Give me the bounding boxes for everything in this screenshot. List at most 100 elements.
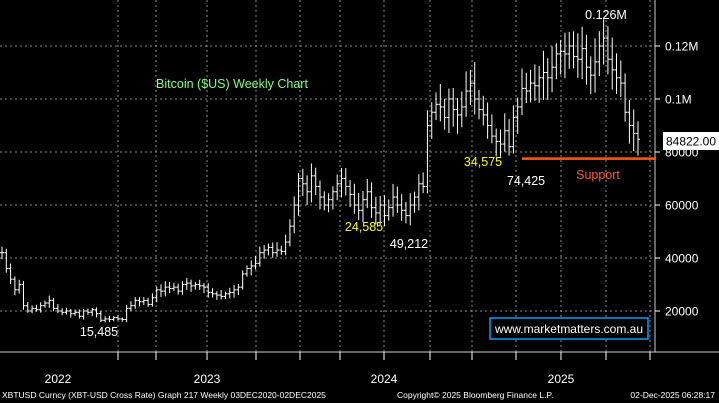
price-bar xyxy=(146,297,151,307)
price-bar xyxy=(150,293,155,307)
price-bar xyxy=(519,68,524,116)
price-bar xyxy=(408,193,413,226)
price-bar xyxy=(124,304,129,323)
price-bar xyxy=(446,88,451,134)
price-bar xyxy=(631,109,636,152)
price-bar xyxy=(98,310,103,323)
price-bar xyxy=(120,317,125,322)
price-bar xyxy=(38,302,43,313)
x-tick-label: 2023 xyxy=(194,372,221,386)
price-bar xyxy=(214,291,219,300)
footer-timestamp: 02-Dec-2025 06:28:17 xyxy=(630,390,715,400)
price-bar xyxy=(47,295,52,308)
price-bar xyxy=(605,26,610,75)
price-bar xyxy=(468,69,473,105)
price-bar xyxy=(451,87,456,127)
price-bar xyxy=(154,286,159,303)
price-bar xyxy=(107,315,112,323)
price-bar xyxy=(73,309,78,316)
price-bar xyxy=(171,282,176,291)
price-bars xyxy=(0,19,640,323)
price-bar xyxy=(180,281,185,295)
price-annotation: 15,485 xyxy=(80,325,118,339)
price-bar xyxy=(193,282,198,290)
price-bar xyxy=(257,246,262,267)
price-bar xyxy=(498,129,503,157)
price-bar xyxy=(30,305,35,314)
price-bar xyxy=(502,113,507,152)
price-bar xyxy=(85,308,90,315)
price-bar xyxy=(244,265,249,277)
price-bar xyxy=(382,195,387,227)
price-bar xyxy=(60,308,65,316)
price-bar xyxy=(507,119,512,156)
price-bar xyxy=(378,195,383,225)
price-bar xyxy=(12,276,17,296)
price-bar xyxy=(287,219,292,247)
watermark-border xyxy=(489,317,649,340)
price-bar xyxy=(300,168,305,196)
price-bar xyxy=(141,297,146,305)
price-bar xyxy=(365,178,370,209)
price-bar xyxy=(335,174,340,201)
price-bar xyxy=(68,308,73,318)
price-bar xyxy=(610,37,615,90)
price-bar xyxy=(17,279,22,294)
price-annotation: 0.126M xyxy=(585,8,627,22)
price-bar xyxy=(309,163,314,203)
price-bar xyxy=(550,46,555,93)
price-bar xyxy=(472,62,477,115)
x-tick-label: 2024 xyxy=(371,372,398,386)
price-bar xyxy=(627,99,632,144)
price-bar xyxy=(253,256,258,270)
y-tick-label: 0.12M xyxy=(665,40,698,54)
price-bar xyxy=(429,102,434,139)
price-bar xyxy=(111,315,116,322)
footer-copyright: Copyright© 2025 Bloomberg Finance L.P. xyxy=(397,390,554,400)
watermark-link[interactable]: www.marketmatters.com.au xyxy=(494,322,643,336)
price-bar xyxy=(588,56,593,95)
last-price-box: 84822.00 xyxy=(663,132,719,150)
price-annotation: 24,585 xyxy=(345,220,383,234)
price-bar xyxy=(360,191,365,223)
price-bar xyxy=(296,172,301,216)
price-bar xyxy=(270,242,275,258)
price-bar xyxy=(386,199,391,221)
price-bar xyxy=(232,285,237,298)
price-bar xyxy=(116,315,121,321)
price-bar xyxy=(159,284,163,297)
price-bar xyxy=(266,243,271,256)
price-bar xyxy=(0,246,4,260)
price-bar xyxy=(219,289,224,300)
price-bar xyxy=(562,32,567,79)
price-bar xyxy=(532,64,537,101)
x-tick-label: 2022 xyxy=(45,372,72,386)
price-bar xyxy=(133,297,138,309)
watermark-box[interactable]: www.marketmatters.com.au xyxy=(489,317,649,340)
price-bar xyxy=(395,186,400,213)
price-bar xyxy=(21,280,26,310)
y-tick-label: 60000 xyxy=(665,199,699,213)
price-bar xyxy=(356,193,361,221)
price-bar xyxy=(481,95,486,126)
price-bar xyxy=(554,43,559,80)
price-bar xyxy=(421,172,426,194)
price-bar xyxy=(318,180,322,210)
x-axis: 2022 2023 2024 2025 xyxy=(45,352,651,386)
price-bar xyxy=(459,91,464,128)
price-annotation: 49,212 xyxy=(390,237,428,251)
price-bar xyxy=(348,180,353,208)
price-bar xyxy=(167,281,172,294)
price-bar xyxy=(537,65,542,103)
price-bar xyxy=(275,242,280,257)
y-tick-label: 20000 xyxy=(665,305,699,319)
price-bar xyxy=(81,309,86,320)
chart-grid xyxy=(0,0,719,353)
price-bar xyxy=(425,110,430,194)
price-bar xyxy=(399,194,404,221)
price-bar xyxy=(584,34,589,85)
price-bar xyxy=(77,309,82,319)
price-bar xyxy=(369,182,374,218)
price-bar xyxy=(464,71,469,117)
